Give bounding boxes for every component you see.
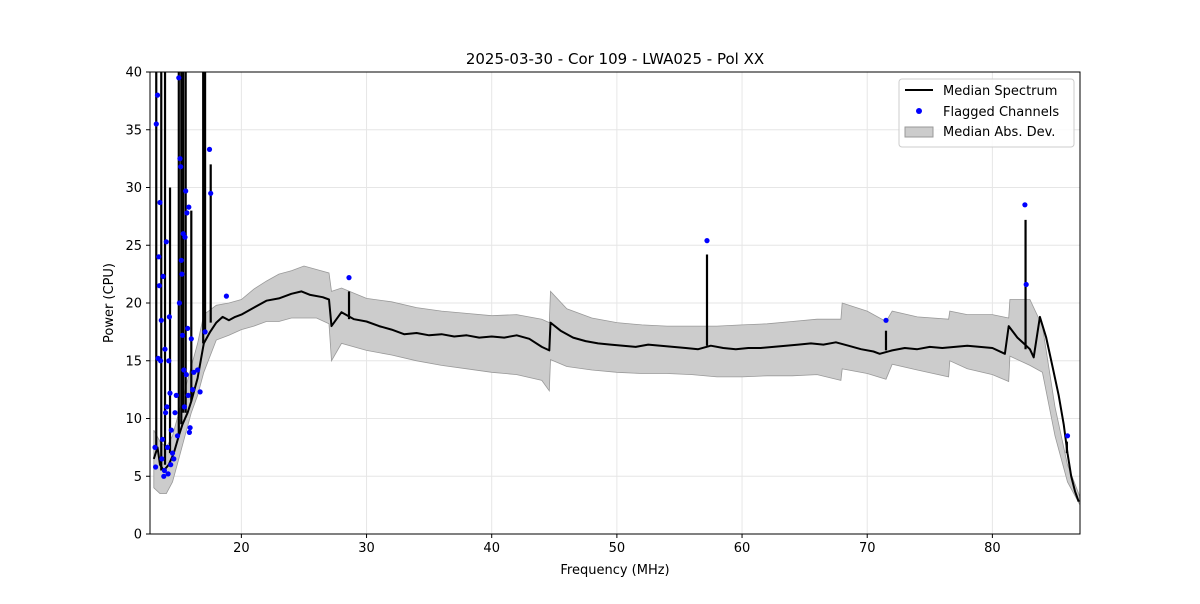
flagged-channel-point — [158, 358, 164, 364]
legend-frame — [898, 78, 1075, 148]
flagged-channel-point — [208, 190, 214, 196]
x-tick-label: 20 — [233, 541, 250, 556]
flagged-channel-point — [223, 293, 229, 299]
x-tick-label: 30 — [358, 541, 375, 556]
flagged-channel-point — [195, 367, 201, 373]
y-tick-label: 10 — [125, 412, 142, 427]
flagged-channel-point — [161, 473, 167, 479]
legend-median-abs-dev: Median Abs. Dev. — [943, 125, 1055, 140]
flagged-channel-point — [173, 392, 179, 398]
flagged-channel-point — [159, 456, 165, 462]
flagged-channel-point — [704, 238, 710, 244]
mad-band — [153, 265, 1080, 506]
flagged-channel-point — [159, 436, 166, 442]
x-tick-label: 60 — [734, 541, 751, 556]
flagged-channel-point — [190, 387, 196, 393]
flagged-channel-point — [188, 336, 194, 342]
x-tick-label: 50 — [609, 541, 626, 556]
flagged-channel-point — [183, 372, 189, 378]
legend-flagged-channels: Flagged Channels — [943, 105, 1059, 120]
flagged-channel-point — [179, 271, 185, 277]
flagged-channel-point — [158, 317, 164, 323]
flagged-channel-point — [187, 425, 193, 431]
flagged-channel-point — [153, 121, 159, 127]
y-axis-label: Power (CPU) — [102, 263, 117, 343]
flagged-channel-point — [186, 204, 192, 210]
flagged-channel-point — [181, 404, 187, 410]
flagged-channel-point — [163, 239, 169, 245]
flagged-channel-point — [176, 75, 182, 81]
flagged-channel-point — [164, 444, 171, 450]
legend-median-spectrum: Median Spectrum — [943, 84, 1057, 99]
y-tick-label: 15 — [125, 354, 142, 369]
flagged-channel-point — [168, 462, 174, 468]
flagged-channel-point — [169, 450, 176, 456]
flagged-channel-point — [182, 234, 188, 240]
legend: Median Spectrum Flagged Channels Median … — [898, 78, 1075, 148]
median-spectrum-line — [152, 290, 1080, 503]
flagged-channel-point — [191, 369, 197, 375]
x-tick-label: 80 — [984, 541, 1001, 556]
flagged-channel-point — [176, 300, 182, 306]
legend-band-swatch — [904, 126, 934, 138]
plot-area — [152, 72, 1080, 506]
ticks: 20 30 40 50 60 70 80 0 5 10 15 20 25 30 35 40 — [125, 66, 1000, 557]
flagged-channel-point — [202, 329, 208, 335]
flagged-channel-point — [181, 367, 187, 373]
flagged-channel-point — [197, 389, 203, 395]
flagged-channel-point — [183, 188, 189, 194]
y-tick-label: 35 — [125, 123, 142, 138]
y-tick-label: 5 — [134, 470, 142, 485]
flagged-channel-point — [163, 410, 169, 416]
flagged-channel-point — [206, 146, 213, 152]
flagged-channel-point — [171, 456, 177, 462]
flagged-channel-point — [164, 404, 170, 410]
y-tick-label: 40 — [125, 66, 142, 81]
flagged-channel-point — [166, 358, 172, 364]
flagged-channel-point — [185, 325, 191, 331]
chart-title: 2025-03-30 - Cor 109 - LWA025 - Pol XX — [466, 50, 764, 68]
y-tick-label: 30 — [125, 181, 142, 196]
flagged-channel-point — [1022, 202, 1028, 208]
flagged-channel-point — [160, 273, 166, 279]
y-tick-label: 20 — [125, 297, 142, 312]
flagged-channel-point — [179, 332, 186, 338]
flagged-channel-point — [186, 429, 192, 435]
x-tick-label: 40 — [483, 541, 500, 556]
flagged-channel-point — [178, 164, 184, 170]
flagged-channel-point — [167, 390, 173, 396]
flagged-channel-point — [153, 464, 159, 470]
y-tick-label: 25 — [125, 239, 142, 254]
plot-clip-group — [152, 72, 1080, 506]
flagged-channel-point — [168, 427, 174, 433]
flagged-channel-point — [177, 156, 183, 162]
flagged-channel-point — [346, 275, 352, 281]
flagged-channel-point — [172, 410, 178, 416]
flagged-channel-point — [154, 92, 161, 98]
flagged-channel-point — [174, 433, 181, 439]
flagged-channel-point — [185, 392, 191, 398]
flagged-channel-point — [156, 283, 162, 289]
flagged-channel-point — [166, 314, 172, 320]
legend-points-swatch — [916, 108, 922, 114]
flagged-channel-point — [157, 199, 163, 206]
flagged-channel-point — [1023, 281, 1029, 288]
flagged-channel-point — [178, 257, 184, 263]
x-tick-label: 70 — [859, 541, 876, 556]
flagged-channel-point — [883, 317, 889, 323]
flagged-channel-point — [1064, 433, 1071, 439]
flagged-channel-point — [165, 471, 171, 477]
flagged-channel-point — [152, 444, 158, 450]
x-axis-label: Frequency (MHz) — [560, 563, 669, 578]
flagged-channel-point — [156, 254, 162, 260]
flagged-channel-point — [184, 210, 190, 216]
flagged-channel-point — [162, 346, 168, 352]
flagged-channel-point — [161, 467, 167, 474]
y-tick-label: 0 — [134, 528, 142, 543]
